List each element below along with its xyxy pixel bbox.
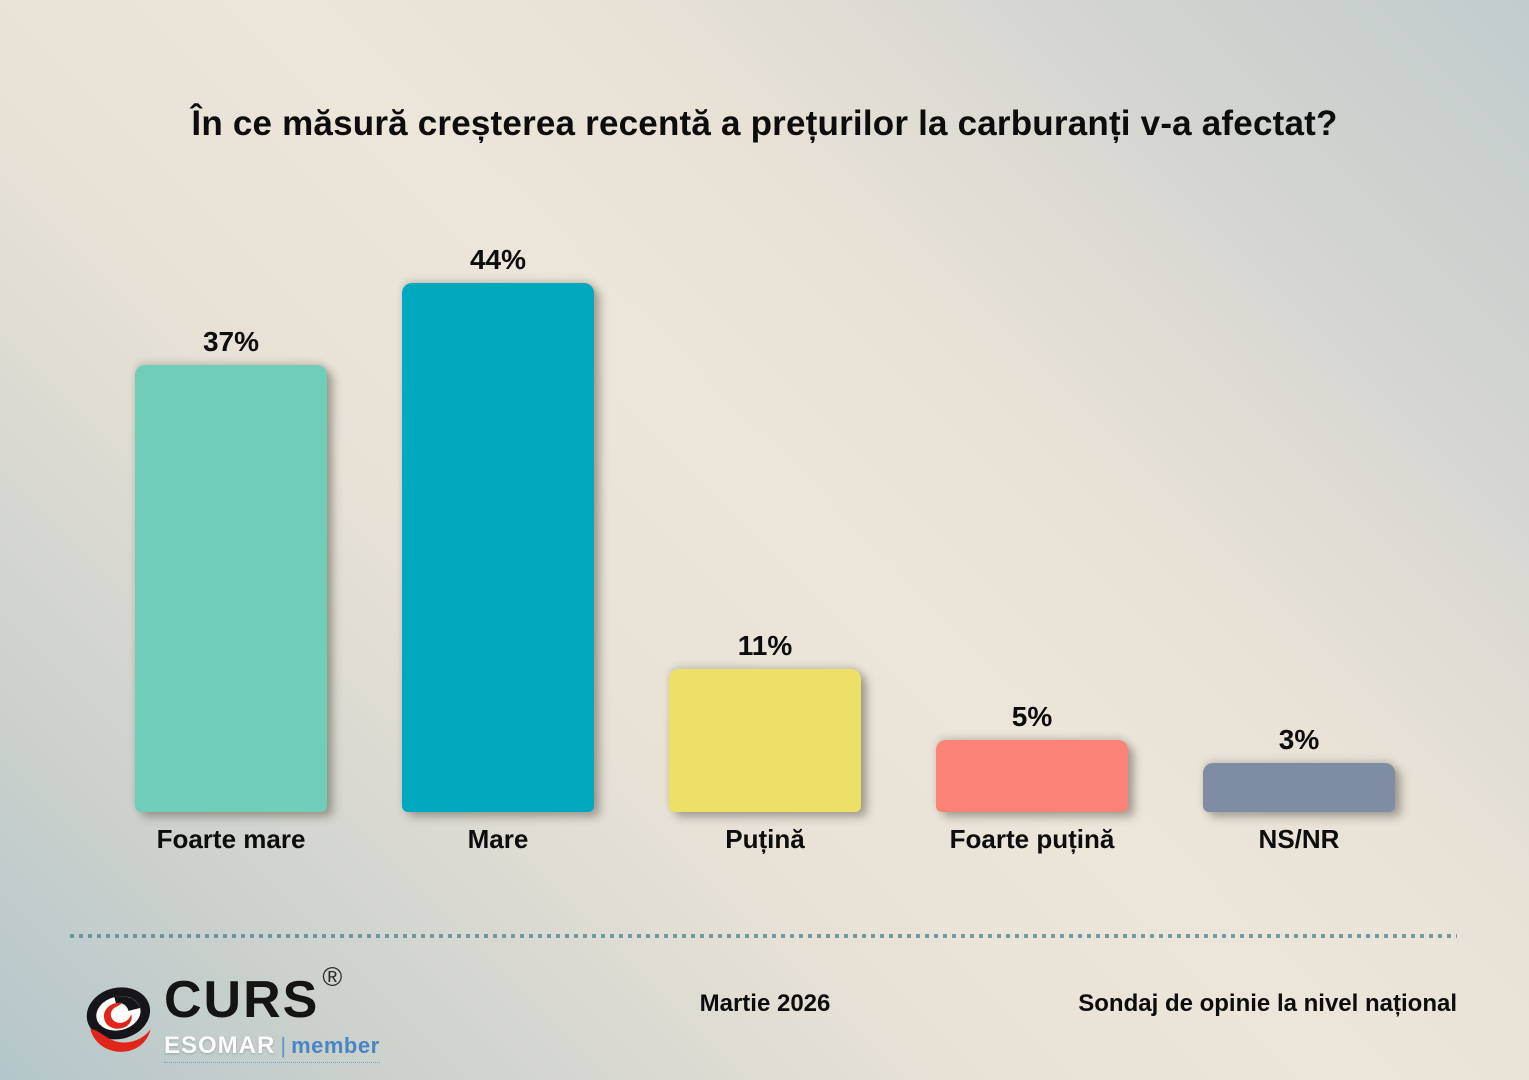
esomar-divider: | [280, 1033, 287, 1058]
bar-group: 3% NS/NR [1203, 723, 1395, 854]
survey-note: Sondaj de opinie la nivel național [1078, 990, 1457, 1017]
bar-value-label: 5% [1011, 700, 1053, 732]
bar-group: 44% Mare [402, 244, 594, 854]
bar [669, 669, 861, 812]
bar-category-label: NS/NR [1258, 824, 1340, 854]
bar [936, 739, 1128, 812]
bar-group: 5% Foarte puțină [936, 700, 1128, 854]
esomar-label: ESOMAR [164, 1032, 276, 1059]
bar [402, 283, 594, 812]
bar-value-label: 44% [469, 244, 527, 276]
bar-value-label: 11% [737, 630, 793, 662]
brand-name: CURS [164, 971, 320, 1029]
bar-category-label: Puțină [725, 824, 805, 854]
member-label: member [291, 1033, 380, 1058]
bar-category-label: Foarte mare [156, 824, 306, 854]
registered-trademark-icon: ® [322, 962, 343, 992]
survey-date: Martie 2026 [699, 990, 831, 1017]
esomar-member-badge: ESOMAR | member [164, 1032, 380, 1063]
bar-group: 37% Foarte mare [135, 326, 327, 854]
curs-swirl-icon [86, 987, 151, 1052]
chart-title: În ce măsură creșterea recentă a prețuri… [191, 104, 1338, 143]
dotted-separator [70, 934, 1457, 938]
bar-value-label: 37% [202, 326, 260, 358]
curs-logo: CURS ® ESOMAR | member [80, 962, 400, 1070]
bar-group: 11% Puțină [669, 630, 861, 854]
bar-category-label: Foarte puțină [949, 824, 1115, 854]
bar [135, 365, 327, 812]
bar-value-label: 3% [1278, 723, 1320, 755]
bar [1203, 762, 1395, 812]
bar-category-label: Mare [467, 824, 529, 854]
